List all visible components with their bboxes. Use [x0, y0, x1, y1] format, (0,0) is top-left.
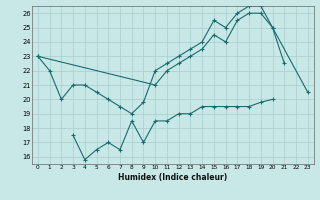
X-axis label: Humidex (Indice chaleur): Humidex (Indice chaleur)	[118, 173, 228, 182]
